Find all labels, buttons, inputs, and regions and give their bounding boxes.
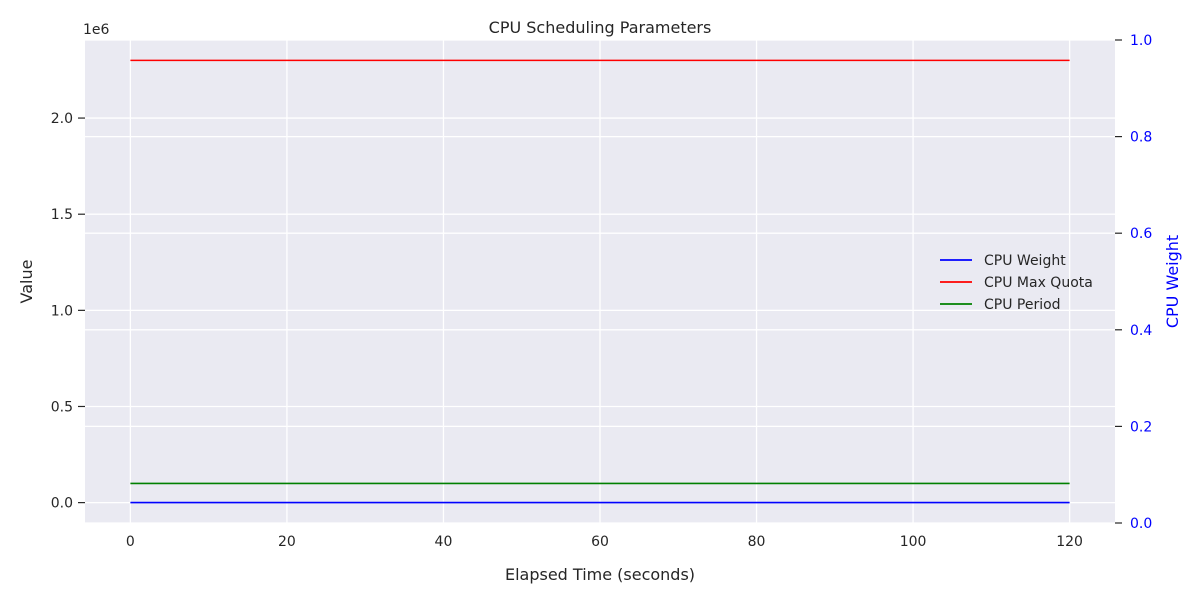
- y-tick-label: 1.0: [51, 303, 73, 319]
- chart-title: CPU Scheduling Parameters: [489, 18, 712, 37]
- y2-tick-label: 0.6: [1130, 226, 1152, 242]
- legend: CPU Weight CPU Max Quota CPU Period: [940, 253, 1093, 313]
- y-axis-offset-text: 1e6: [83, 22, 110, 38]
- x-tick-label: 60: [591, 534, 609, 550]
- legend-label: CPU Max Quota: [984, 275, 1093, 291]
- x-tick-label: 20: [278, 534, 296, 550]
- series-lines: [130, 59, 1070, 504]
- y-tick-label: 1.5: [51, 207, 73, 223]
- y-tick-label: 0.5: [51, 399, 73, 415]
- legend-label: CPU Weight: [984, 253, 1066, 269]
- y2-tick-label: 0.8: [1130, 130, 1152, 146]
- x-axis-label: Elapsed Time (seconds): [505, 565, 695, 584]
- y2-tick-label: 1.0: [1130, 33, 1152, 49]
- y-axis-label: Value: [17, 260, 36, 304]
- x-tick-label: 0: [126, 534, 135, 550]
- y-tick-label: 2.0: [51, 111, 73, 127]
- x-tick-label: 100: [900, 534, 927, 550]
- y2-tick-label: 0.2: [1130, 419, 1152, 435]
- y2-tick-label: 0.4: [1130, 323, 1152, 339]
- x-tick-label: 120: [1056, 534, 1083, 550]
- y2-tick-label: 0.0: [1130, 516, 1152, 532]
- y-tick-label: 0.0: [51, 496, 73, 512]
- legend-label: CPU Period: [984, 297, 1061, 313]
- x-tick-label: 80: [748, 534, 766, 550]
- y2-axis-label: CPU Weight: [1163, 235, 1182, 328]
- x-tick-label: 40: [435, 534, 453, 550]
- axis-ticks: 0 20 40 60 80 100 120 0.0 0.5 1.0 1.5 2.0 0.0 0.2 0.4 0…: [51, 33, 1153, 550]
